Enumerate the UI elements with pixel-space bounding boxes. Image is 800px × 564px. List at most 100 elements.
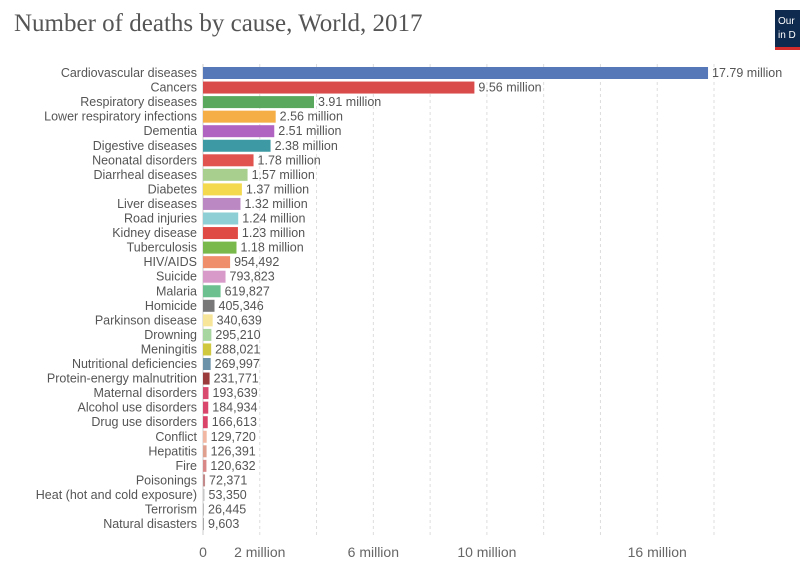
bar bbox=[203, 96, 315, 109]
category-label: Poisonings bbox=[136, 473, 197, 487]
value-label: 126,391 bbox=[211, 444, 256, 458]
chart-title: Number of deaths by cause, World, 2017 bbox=[14, 10, 423, 37]
value-label: 3.91 million bbox=[318, 95, 381, 109]
x-tick-label: 0 bbox=[199, 544, 207, 560]
bar bbox=[203, 270, 226, 283]
logo-text-line2: in D bbox=[778, 30, 796, 41]
value-label: 1.57 million bbox=[252, 168, 315, 182]
category-label: Natural disasters bbox=[103, 517, 197, 531]
value-label: 72,371 bbox=[209, 473, 247, 487]
category-label: Respiratory diseases bbox=[80, 95, 197, 109]
bar bbox=[203, 343, 212, 356]
value-label: 954,492 bbox=[234, 255, 279, 269]
value-label: 619,827 bbox=[225, 284, 270, 298]
category-label: Malaria bbox=[156, 284, 197, 298]
category-label: Tuberculosis bbox=[127, 241, 197, 255]
value-label: 9.56 million bbox=[478, 81, 541, 95]
x-tick-label: 6 million bbox=[348, 544, 399, 560]
bar bbox=[203, 227, 238, 240]
value-label: 793,823 bbox=[230, 270, 275, 284]
value-label: 1.37 million bbox=[246, 182, 309, 196]
category-label: Hepatitis bbox=[148, 444, 197, 458]
bar bbox=[203, 372, 210, 385]
value-label: 1.24 million bbox=[242, 212, 305, 226]
x-tick-label: 10 million bbox=[457, 544, 516, 560]
bar bbox=[203, 401, 209, 414]
x-tick-label: 2 million bbox=[234, 544, 285, 560]
value-label: 166,613 bbox=[212, 415, 257, 429]
value-label: 405,346 bbox=[219, 299, 264, 313]
category-label: Kidney disease bbox=[112, 226, 197, 240]
category-label: Road injuries bbox=[124, 212, 197, 226]
bar bbox=[203, 154, 254, 167]
category-label: Liver diseases bbox=[117, 197, 197, 211]
category-label: Drowning bbox=[144, 328, 197, 342]
category-label: Diarrheal diseases bbox=[93, 168, 197, 182]
value-label: 184,934 bbox=[212, 401, 257, 415]
bar bbox=[203, 416, 208, 429]
category-label: Terrorism bbox=[145, 503, 197, 517]
bar bbox=[203, 358, 211, 370]
bar bbox=[203, 474, 206, 487]
category-label: Neonatal disorders bbox=[92, 153, 197, 167]
bar bbox=[203, 241, 237, 254]
bar bbox=[203, 81, 475, 94]
category-label: HIV/AIDS bbox=[144, 255, 198, 269]
value-label: 2.51 million bbox=[278, 124, 341, 138]
value-label: 295,210 bbox=[215, 328, 260, 342]
bar bbox=[203, 168, 248, 181]
category-label: Dementia bbox=[144, 124, 198, 138]
value-label: 53,350 bbox=[209, 488, 247, 502]
category-label: Cardiovascular diseases bbox=[61, 66, 197, 80]
category-label: Digestive diseases bbox=[93, 139, 197, 153]
bar bbox=[203, 314, 213, 327]
value-label: 17.79 million bbox=[712, 66, 782, 80]
bar bbox=[203, 518, 204, 531]
bar bbox=[203, 139, 271, 152]
category-label: Protein-energy malnutrition bbox=[47, 372, 197, 386]
bar bbox=[203, 430, 207, 443]
value-label: 193,639 bbox=[212, 386, 257, 400]
bar bbox=[203, 459, 207, 472]
bar bbox=[203, 256, 231, 269]
value-label: 1.32 million bbox=[244, 197, 307, 211]
value-label: 340,639 bbox=[217, 313, 262, 327]
category-label: Heat (hot and cold exposure) bbox=[36, 488, 197, 502]
bar bbox=[203, 285, 221, 298]
bar bbox=[203, 328, 212, 341]
category-label: Meningitis bbox=[141, 342, 197, 356]
category-label: Maternal disorders bbox=[93, 386, 197, 400]
bar bbox=[203, 183, 242, 196]
x-tick-label: 16 million bbox=[628, 544, 687, 560]
value-label: 120,632 bbox=[210, 459, 255, 473]
category-label: Lower respiratory infections bbox=[44, 110, 197, 124]
value-label: 1.18 million bbox=[240, 241, 303, 255]
value-label: 26,445 bbox=[208, 503, 246, 517]
category-label: Alcohol use disorders bbox=[77, 401, 197, 415]
value-label: 2.38 million bbox=[275, 139, 338, 153]
value-label: 1.23 million bbox=[242, 226, 305, 240]
value-label: 2.56 million bbox=[280, 110, 343, 124]
bar bbox=[203, 387, 209, 400]
logo-text-line1: Our bbox=[778, 16, 795, 27]
bar bbox=[203, 67, 709, 79]
value-label: 129,720 bbox=[211, 430, 256, 444]
category-label: Parkinson disease bbox=[95, 313, 197, 327]
bar bbox=[203, 488, 205, 501]
value-label: 288,021 bbox=[215, 342, 260, 356]
category-label: Suicide bbox=[156, 270, 197, 284]
value-label: 269,997 bbox=[215, 357, 260, 371]
category-label: Nutritional deficiencies bbox=[72, 357, 197, 371]
category-label: Homicide bbox=[145, 299, 197, 313]
value-label: 9,603 bbox=[208, 517, 239, 531]
owid-logo[interactable]: Our in D bbox=[775, 10, 800, 50]
category-label: Cancers bbox=[150, 81, 197, 95]
bar bbox=[203, 212, 239, 225]
category-label: Drug use disorders bbox=[91, 415, 197, 429]
category-label: Fire bbox=[175, 459, 197, 473]
bar bbox=[203, 110, 276, 123]
bar bbox=[203, 445, 207, 458]
category-label: Conflict bbox=[155, 430, 197, 444]
value-label: 1.78 million bbox=[258, 153, 321, 167]
